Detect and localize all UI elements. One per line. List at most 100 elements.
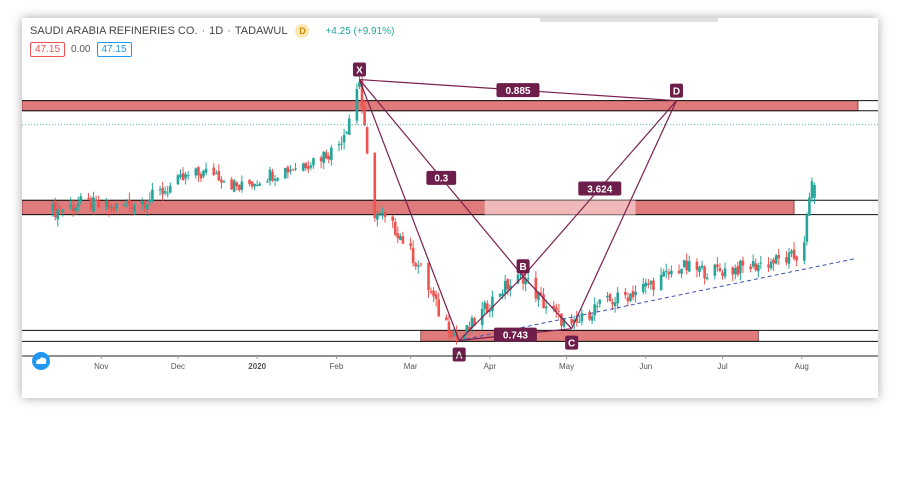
candle-body[interactable] [700, 265, 704, 268]
candle-body[interactable] [69, 204, 72, 208]
pattern-leg-bc[interactable] [522, 275, 573, 330]
candle-body[interactable] [590, 316, 594, 321]
candle-body[interactable] [526, 278, 530, 280]
candle-body[interactable] [462, 334, 466, 339]
candle-body[interactable] [238, 184, 241, 190]
candle-body[interactable] [756, 264, 760, 272]
candle-body[interactable] [647, 283, 650, 286]
candle-body[interactable] [330, 147, 333, 161]
candle-body[interactable] [197, 167, 200, 176]
candle-body[interactable] [634, 291, 637, 296]
candle-body[interactable] [194, 168, 198, 176]
candle-body[interactable] [419, 263, 423, 265]
pattern-point-x[interactable]: X [356, 65, 363, 76]
candle-body[interactable] [808, 197, 811, 216]
buy-price-box[interactable]: 47.15 [96, 42, 132, 57]
candle-body[interactable] [705, 277, 709, 280]
candle-body[interactable] [307, 166, 310, 170]
candle-body[interactable] [199, 173, 203, 179]
candle-body[interactable] [220, 179, 223, 183]
candle-body[interactable] [53, 201, 57, 218]
candle-body[interactable] [429, 291, 433, 293]
interval-label[interactable]: 1D [209, 25, 224, 37]
candle-body[interactable] [107, 201, 111, 210]
candle-body[interactable] [749, 266, 752, 269]
candle-body[interactable] [151, 189, 154, 202]
candle-body[interactable] [212, 167, 216, 175]
candle-body[interactable] [347, 118, 351, 135]
candle-body[interactable] [202, 170, 205, 177]
candle-body[interactable] [741, 260, 745, 266]
candle-body[interactable] [580, 313, 584, 322]
candle-body[interactable] [181, 173, 185, 181]
candle-body[interactable] [468, 326, 471, 330]
candle-body[interactable] [337, 144, 341, 146]
candle-body[interactable] [79, 196, 83, 202]
candle-body[interactable] [575, 317, 579, 323]
candle-body[interactable] [396, 233, 400, 239]
candle-body[interactable] [161, 187, 164, 195]
candle-body[interactable] [322, 151, 325, 163]
candle-body[interactable] [598, 299, 602, 304]
candle-body[interactable] [652, 280, 655, 290]
candle-body[interactable] [787, 252, 791, 264]
candle-body[interactable] [680, 268, 683, 274]
candle-body[interactable] [664, 271, 668, 273]
candle-body[interactable] [539, 292, 543, 296]
candle-body[interactable] [437, 299, 441, 317]
candle-body[interactable] [97, 200, 100, 207]
top-scroll-bar[interactable] [540, 18, 718, 22]
candle-body[interactable] [112, 207, 116, 211]
candle-body[interactable] [291, 169, 295, 171]
candle-body[interactable] [145, 204, 149, 210]
candle-body[interactable] [769, 261, 773, 269]
candle-body[interactable] [416, 265, 420, 267]
candle-body[interactable] [450, 331, 453, 337]
candle-body[interactable] [644, 282, 648, 287]
candle-body[interactable] [312, 158, 315, 166]
candle-body[interactable] [319, 157, 323, 162]
candle-body[interactable] [483, 302, 487, 309]
candle-body[interactable] [713, 264, 717, 276]
candle-body[interactable] [810, 181, 814, 199]
candle-body[interactable] [659, 275, 663, 291]
candle-body[interactable] [128, 199, 131, 206]
candle-body[interactable] [805, 215, 809, 242]
candle-body[interactable] [140, 200, 144, 205]
candle-body[interactable] [629, 293, 632, 301]
candle-body[interactable] [401, 236, 405, 244]
candle-body[interactable] [253, 184, 256, 187]
tradingview-logo-icon[interactable] [32, 352, 50, 370]
delayed-badge[interactable]: D [295, 24, 310, 38]
candle-body[interactable] [373, 152, 377, 219]
candle-body[interactable] [595, 306, 599, 308]
candle-body[interactable] [519, 273, 522, 275]
candle-body[interactable] [751, 261, 755, 267]
candle-body[interactable] [452, 333, 456, 336]
candle-body[interactable] [130, 207, 134, 209]
candle-body[interactable] [355, 89, 359, 121]
candle-body[interactable] [470, 317, 474, 328]
candle-body[interactable] [166, 192, 170, 194]
candle-body[interactable] [733, 268, 737, 275]
candle-body[interactable] [432, 290, 435, 297]
candle-body[interactable] [168, 185, 172, 193]
candle-body[interactable] [399, 235, 402, 241]
candle-body[interactable] [572, 319, 576, 323]
candle-body[interactable] [613, 302, 617, 307]
pattern-leg-xa[interactable] [358, 79, 460, 341]
candle-body[interactable] [286, 166, 290, 173]
candle-body[interactable] [110, 206, 113, 208]
candle-body[interactable] [276, 178, 279, 181]
candle-body[interactable] [506, 279, 510, 290]
candle-body[interactable] [345, 132, 348, 134]
pattern-point-c[interactable]: C [568, 338, 575, 349]
candle-body[interactable] [115, 203, 118, 209]
candle-body[interactable] [641, 284, 645, 292]
candle-body[interactable] [133, 205, 136, 212]
candle-body[interactable] [358, 81, 361, 88]
candle-body[interactable] [498, 293, 502, 297]
candle-body[interactable] [790, 250, 793, 254]
candle-body[interactable] [578, 321, 581, 323]
candle-body[interactable] [723, 268, 727, 277]
